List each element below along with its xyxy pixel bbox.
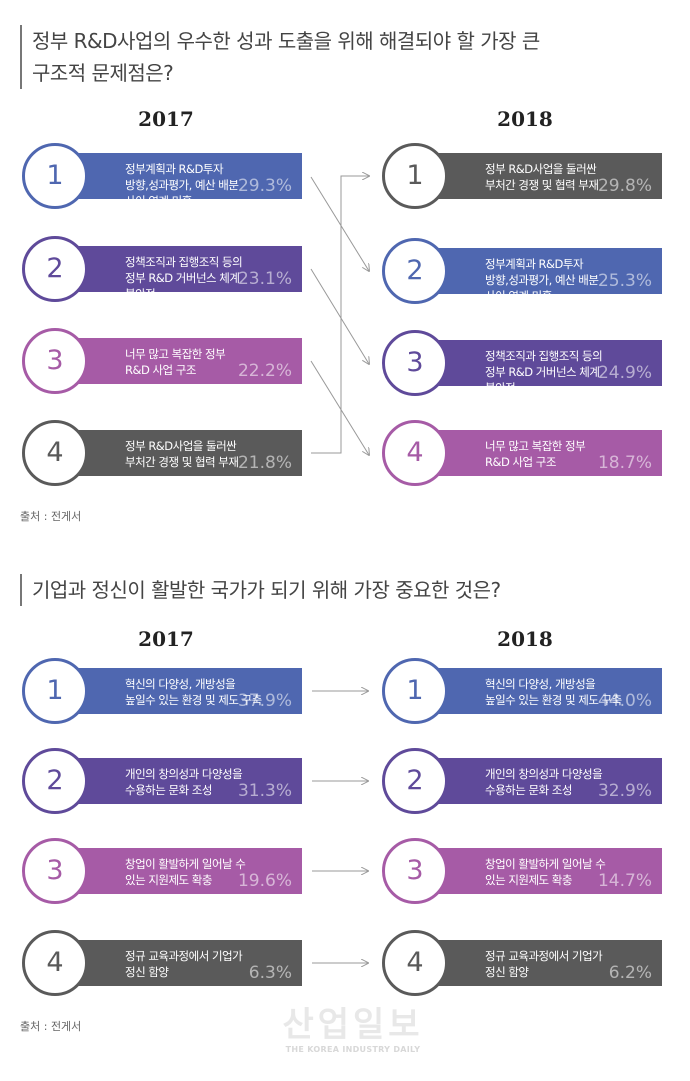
bar: 정규 교육과정에서 기업가 정신 함양 6.2% xyxy=(415,940,662,986)
item-label: 정책조직과 집행조직 등의 정부 R&D 거버넌스 체계 불안정 xyxy=(125,255,243,301)
item-value: 18.7% xyxy=(597,453,652,473)
item-value: 14.7% xyxy=(597,871,652,891)
item-label: 정책조직과 집행조직 등의 정부 R&D 거버넌스 체계 불안정 xyxy=(485,349,603,395)
rank-circle: 4 xyxy=(382,420,448,486)
item-label: 너무 많고 복잡한 정부 R&D 사업 구조 xyxy=(125,347,226,377)
item-value: 24.9% xyxy=(597,363,652,383)
item-value: 22.2% xyxy=(237,361,292,381)
bar: 정책조직과 집행조직 등의 정부 R&D 거버넌스 체계 불안정 24.9% xyxy=(415,340,662,395)
rank-circle: 1 xyxy=(22,658,88,724)
item-label: 혁신의 다양성, 개방성을 높일수 있는 환경 및 제도 구축 xyxy=(485,677,622,707)
bar: 정부 R&D사업을 둘러싼 부처간 경쟁 및 협력 부재 29.8% xyxy=(415,153,662,199)
item-label: 정규 교육과정에서 기업가 정신 함양 xyxy=(485,949,603,979)
bar: 혁신의 다양성, 개방성을 높일수 있는 환경 및 제도 구축 37.9% xyxy=(55,668,302,714)
rank-circle: 1 xyxy=(382,143,448,209)
section-title: 정부 R&D사업의 우수한 성과 도출을 위해 해결되야 할 가장 큰 구조적 … xyxy=(20,25,540,89)
item-value: 31.3% xyxy=(237,781,292,801)
item-label: 개인의 창의성과 다양성을 수용하는 문화 조성 xyxy=(125,767,243,797)
rank-item-2018-4: 정규 교육과정에서 기업가 정신 함양 6.2% 4 xyxy=(382,930,662,996)
year-left: 2017 xyxy=(138,107,194,131)
bar: 정부계획과 R&D투자 방향,성과평가, 예산 배분 사이 연계 미흡 29.3% xyxy=(55,153,302,208)
year-left: 2017 xyxy=(138,627,194,651)
item-value: 6.3% xyxy=(248,963,292,983)
rank-circle: 3 xyxy=(382,838,448,904)
item-value: 44.0% xyxy=(597,691,652,711)
bar: 개인의 창의성과 다양성을 수용하는 문화 조성 31.3% xyxy=(55,758,302,804)
item-label: 창업이 활발하게 일어날 수 있는 지원제도 확충 xyxy=(125,857,246,887)
item-label: 창업이 활발하게 일어날 수 있는 지원제도 확충 xyxy=(485,857,606,887)
rank-circle: 4 xyxy=(382,930,448,996)
rank-item-2018-4: 너무 많고 복잡한 정부 R&D 사업 구조 18.7% 4 xyxy=(382,420,662,486)
watermark-sub: THE KOREA INDUSTRY DAILY xyxy=(285,1045,421,1054)
rank-item-2018-1: 정부 R&D사업을 둘러싼 부처간 경쟁 및 협력 부재 29.8% 1 xyxy=(382,143,662,209)
item-value: 29.3% xyxy=(237,176,292,196)
source-note: 출처 : 전게서 xyxy=(20,1020,82,1033)
bar: 창업이 활발하게 일어날 수 있는 지원제도 확충 14.7% xyxy=(415,848,662,894)
bar: 정부계획과 R&D투자 방향,성과평가, 예산 배분 사이 연계 미흡 25.3% xyxy=(415,248,662,303)
section-entrepreneurship: 기업과 정신이 활발한 국가가 되기 위해 가장 중요한 것은? 2017 20… xyxy=(0,560,690,1040)
item-value: 21.8% xyxy=(237,453,292,473)
rank-circle: 1 xyxy=(382,658,448,724)
bar: 창업이 활발하게 일어날 수 있는 지원제도 확충 19.6% xyxy=(55,848,302,894)
year-right: 2018 xyxy=(497,107,553,131)
item-value: 37.9% xyxy=(237,691,292,711)
rank-item-2017-4: 정규 교육과정에서 기업가 정신 함양 6.3% 4 xyxy=(22,930,302,996)
item-label: 정부 R&D사업을 둘러싼 부처간 경쟁 및 협력 부재 xyxy=(125,439,239,469)
rank-change-connectors xyxy=(312,560,690,1040)
bar: 정부 R&D사업을 둘러싼 부처간 경쟁 및 협력 부재 21.8% xyxy=(55,430,302,476)
item-value: 23.1% xyxy=(237,269,292,289)
bar: 정규 교육과정에서 기업가 정신 함양 6.3% xyxy=(55,940,302,986)
rank-item-2017-3: 너무 많고 복잡한 정부 R&D 사업 구조 22.2% 3 xyxy=(22,328,302,394)
item-label: 정규 교육과정에서 기업가 정신 함양 xyxy=(125,949,243,979)
item-value: 29.8% xyxy=(597,176,652,196)
bar: 정책조직과 집행조직 등의 정부 R&D 거버넌스 체계 불안정 23.1% xyxy=(55,246,302,301)
rank-item-2018-3: 창업이 활발하게 일어날 수 있는 지원제도 확충 14.7% 3 xyxy=(382,838,662,904)
rank-circle: 2 xyxy=(22,748,88,814)
rank-item-2018-1: 혁신의 다양성, 개방성을 높일수 있는 환경 및 제도 구축 44.0% 1 xyxy=(382,658,662,724)
item-label: 너무 많고 복잡한 정부 R&D 사업 구조 xyxy=(485,439,586,469)
section-rd-problems: 정부 R&D사업의 우수한 성과 도출을 위해 해결되야 할 가장 큰 구조적 … xyxy=(0,0,690,540)
rank-circle: 3 xyxy=(22,838,88,904)
rank-item-2017-1: 정부계획과 R&D투자 방향,성과평가, 예산 배분 사이 연계 미흡 29.3%… xyxy=(22,143,302,209)
watermark-main: 산업일보 xyxy=(282,1005,424,1045)
source-note: 출처 : 전게서 xyxy=(20,510,82,523)
item-value: 6.2% xyxy=(608,963,652,983)
rank-circle: 2 xyxy=(382,748,448,814)
rank-circle: 2 xyxy=(22,236,88,302)
rank-item-2017-1: 혁신의 다양성, 개방성을 높일수 있는 환경 및 제도 구축 37.9% 1 xyxy=(22,658,302,724)
rank-circle: 2 xyxy=(382,238,448,304)
item-value: 32.9% xyxy=(597,781,652,801)
connector-2-to-3 xyxy=(310,268,369,364)
item-value: 25.3% xyxy=(597,271,652,291)
rank-change-connectors xyxy=(310,0,690,540)
rank-circle: 4 xyxy=(22,930,88,996)
year-right: 2018 xyxy=(497,627,553,651)
rank-item-2018-2: 정부계획과 R&D투자 방향,성과평가, 예산 배분 사이 연계 미흡 25.3%… xyxy=(382,238,662,304)
bar: 혁신의 다양성, 개방성을 높일수 있는 환경 및 제도 구축 44.0% xyxy=(415,668,662,714)
item-label: 정부계획과 R&D투자 방향,성과평가, 예산 배분 사이 연계 미흡 xyxy=(485,257,599,303)
rank-item-2017-2: 정책조직과 집행조직 등의 정부 R&D 거버넌스 체계 불안정 23.1% 2 xyxy=(22,236,302,302)
item-value: 19.6% xyxy=(237,871,292,891)
bar: 너무 많고 복잡한 정부 R&D 사업 구조 22.2% xyxy=(55,338,302,384)
item-label: 정부계획과 R&D투자 방향,성과평가, 예산 배분 사이 연계 미흡 xyxy=(125,162,239,208)
rank-item-2017-2: 개인의 창의성과 다양성을 수용하는 문화 조성 31.3% 2 xyxy=(22,748,302,814)
rank-item-2018-2: 개인의 창의성과 다양성을 수용하는 문화 조성 32.9% 2 xyxy=(382,748,662,814)
bar: 너무 많고 복잡한 정부 R&D 사업 구조 18.7% xyxy=(415,430,662,476)
rank-item-2017-3: 창업이 활발하게 일어날 수 있는 지원제도 확충 19.6% 3 xyxy=(22,838,302,904)
connector-4-to-1 xyxy=(311,176,369,454)
section-title: 기업과 정신이 활발한 국가가 되기 위해 가장 중요한 것은? xyxy=(20,574,501,606)
item-label: 개인의 창의성과 다양성을 수용하는 문화 조성 xyxy=(485,767,603,797)
rank-circle: 4 xyxy=(22,420,88,486)
item-label: 정부 R&D사업을 둘러싼 부처간 경쟁 및 협력 부재 xyxy=(485,162,599,192)
connector-3-to-4 xyxy=(310,360,369,455)
bar: 개인의 창의성과 다양성을 수용하는 문화 조성 32.9% xyxy=(415,758,662,804)
rank-circle: 3 xyxy=(22,328,88,394)
watermark-logo: 산업일보 THE KOREA INDUSTRY DAILY xyxy=(268,1005,438,1054)
rank-circle: 1 xyxy=(22,143,88,209)
rank-item-2018-3: 정책조직과 집행조직 등의 정부 R&D 거버넌스 체계 불안정 24.9% 3 xyxy=(382,330,662,396)
rank-item-2017-4: 정부 R&D사업을 둘러싼 부처간 경쟁 및 협력 부재 21.8% 4 xyxy=(22,420,302,486)
connector-1-to-2 xyxy=(310,176,369,271)
item-label: 혁신의 다양성, 개방성을 높일수 있는 환경 및 제도 구축 xyxy=(125,677,262,707)
rank-circle: 3 xyxy=(382,330,448,396)
